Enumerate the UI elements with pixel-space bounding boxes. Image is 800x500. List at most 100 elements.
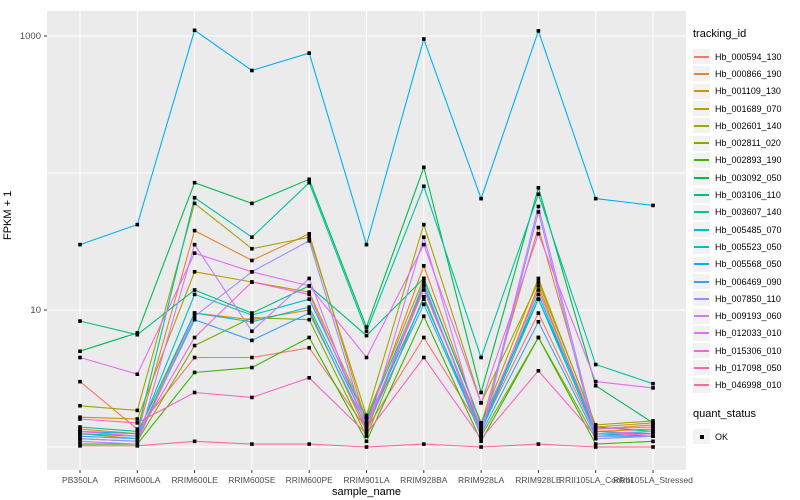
data-point <box>593 427 598 431</box>
data-point <box>422 314 426 319</box>
data-point <box>250 329 254 334</box>
legend-item-Hb_002601_140: Hb_002601_140 <box>693 117 798 134</box>
series-color-line-icon <box>694 159 709 162</box>
data-point <box>307 305 311 309</box>
data-point <box>651 445 655 449</box>
data-point <box>536 204 541 209</box>
data-point <box>307 311 311 315</box>
data-point <box>307 442 311 446</box>
data-point <box>78 436 82 441</box>
data-point <box>250 315 254 320</box>
data-point <box>307 177 311 182</box>
data-point <box>536 311 541 315</box>
data-point <box>479 434 483 438</box>
data-point <box>78 434 82 438</box>
legend-item-label: Hb_002893_190 <box>715 155 782 166</box>
data-point <box>422 276 426 281</box>
data-point <box>135 429 140 434</box>
series-color-line-icon <box>694 176 709 179</box>
legend-item-label: Hb_005523_050 <box>715 241 782 252</box>
data-point <box>479 445 483 449</box>
data-point <box>135 332 140 337</box>
data-point <box>78 427 82 431</box>
data-point <box>135 439 140 444</box>
data-point <box>536 320 541 324</box>
series-color-line-icon <box>694 332 709 335</box>
legend-item-label: Hb_007850_110 <box>715 293 781 304</box>
data-point <box>250 355 254 360</box>
data-point <box>135 444 140 448</box>
data-point <box>135 436 140 441</box>
series-color-line-icon <box>694 263 709 266</box>
data-point <box>192 195 197 200</box>
data-point <box>536 185 541 190</box>
data-point <box>593 431 598 436</box>
x-tick-label: RRII105LA_Control <box>559 475 633 485</box>
legend-color-key <box>693 170 710 186</box>
data-point <box>536 210 541 214</box>
data-point <box>479 439 483 444</box>
legend-color-key <box>693 222 710 238</box>
data-point <box>364 423 369 427</box>
legend-item-Hb_005485_070: Hb_005485_070 <box>693 221 798 238</box>
data-point <box>422 442 426 446</box>
data-point <box>192 242 197 247</box>
data-point <box>250 395 254 400</box>
data-point <box>593 434 598 438</box>
data-point <box>364 439 369 444</box>
legend-color-key <box>693 343 710 359</box>
data-point <box>364 333 369 338</box>
data-point <box>78 242 82 247</box>
data-point <box>250 258 254 263</box>
series-color-line-icon <box>694 280 709 283</box>
data-point <box>651 386 655 390</box>
data-point <box>536 231 541 236</box>
data-point <box>78 355 82 360</box>
legend-item-label: Hb_012033_010 <box>715 328 782 339</box>
data-point <box>479 390 483 395</box>
legend-color-key <box>693 325 710 341</box>
data-point <box>78 425 82 429</box>
y-axis-title: FPKM + 1 <box>2 190 14 240</box>
legend-item-label: OK <box>715 431 729 442</box>
data-point <box>364 445 369 449</box>
legend-item-Hb_002893_190: Hb_002893_190 <box>693 152 798 169</box>
data-point <box>250 246 254 251</box>
data-point <box>78 319 82 323</box>
data-point <box>536 442 541 446</box>
legend-quant-status: quant_status OK <box>693 408 798 445</box>
legend-item-label: Hb_001109_130 <box>715 86 781 97</box>
legend-item-label: Hb_000594_130 <box>715 51 782 62</box>
data-point <box>135 222 140 227</box>
data-point <box>422 264 426 268</box>
y-tick-label: 1000 <box>20 31 41 42</box>
legend-item-label: Hb_009193_060 <box>715 311 782 322</box>
data-point <box>250 201 254 206</box>
data-point <box>536 29 541 33</box>
legend-item-Hb_005568_050: Hb_005568_050 <box>693 256 798 273</box>
legend-item-Hb_001689_070: Hb_001689_070 <box>693 100 798 117</box>
data-point <box>479 196 483 201</box>
series-color-line-icon <box>694 55 709 58</box>
data-point <box>78 379 82 384</box>
data-point <box>422 242 426 247</box>
data-point <box>536 292 541 297</box>
data-point <box>651 429 655 434</box>
data-point <box>364 425 369 429</box>
legend-item-Hb_003607_140: Hb_003607_140 <box>693 204 798 221</box>
data-point <box>307 284 311 288</box>
x-tick-label: RRIM600LA <box>114 475 161 485</box>
series-color-line-icon <box>694 107 709 110</box>
data-point <box>364 431 369 436</box>
data-point <box>307 238 311 243</box>
data-point <box>364 242 369 247</box>
data-point <box>307 180 311 185</box>
data-point <box>78 429 82 434</box>
data-point <box>135 417 140 421</box>
legend-item-Hb_000866_190: Hb_000866_190 <box>693 65 798 82</box>
legend-color-key <box>693 101 710 117</box>
series-color-line-icon <box>694 72 709 75</box>
data-point <box>651 203 655 208</box>
legend-color-key <box>693 49 710 65</box>
